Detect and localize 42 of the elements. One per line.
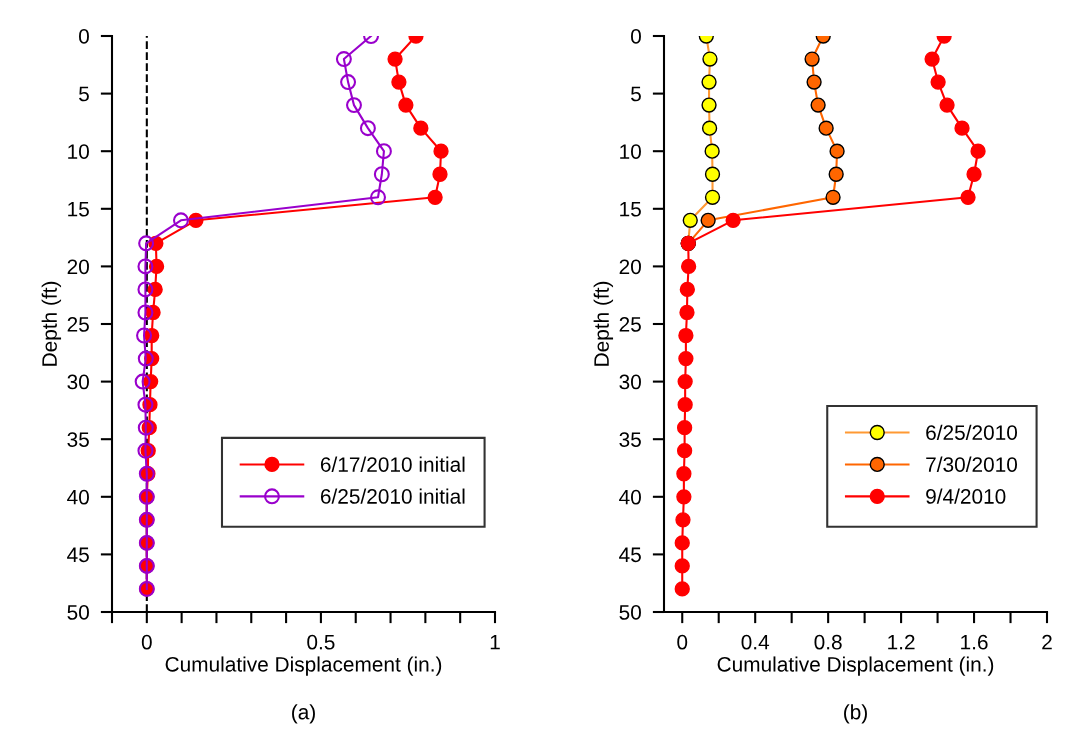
y-tick-label: 0 (79, 29, 89, 44)
legend-label: 6/17/2010 initial (320, 456, 465, 472)
y-tick-label: 30 (619, 374, 641, 390)
y-tick-label: 40 (619, 489, 641, 505)
y-tick-label: 5 (631, 86, 641, 102)
x-tick-label: 0 (677, 634, 688, 650)
y-tick-label: 20 (67, 259, 89, 275)
y-tick-label: 25 (619, 317, 641, 332)
y-tick-label: 35 (619, 432, 641, 447)
x-tick-label: 2 (1042, 634, 1052, 650)
y-tick-label: 50 (67, 605, 89, 620)
y-axis-title: Depth (ft) (41, 281, 62, 366)
y-tick-label: 45 (619, 547, 641, 563)
x-tick-label: 0.5 (307, 634, 335, 650)
y-tick-label: 15 (68, 202, 89, 217)
y-tick-label: 0 (631, 29, 641, 44)
legend-label: 7/30/2010 (926, 456, 1018, 472)
y-tick-label: 15 (620, 202, 641, 217)
legend-label: 9/4/2010 (926, 488, 1006, 504)
y-axis-title: Depth (ft) (593, 281, 614, 366)
y-tick-label: 20 (619, 259, 641, 275)
y-tick-label: 45 (67, 547, 89, 563)
y-tick-label: 50 (619, 605, 641, 620)
x-axis-title: Cumulative Displacement (in.) (165, 656, 442, 676)
x-tick-label: 0.8 (814, 634, 842, 650)
x-tick-label: 1.2 (888, 634, 915, 650)
y-tick-label: 5 (79, 86, 89, 102)
text: (a) (292, 704, 315, 724)
x-tick-label: 0.4 (741, 634, 770, 650)
text: (b) (844, 704, 867, 724)
y-tick-label: 40 (67, 489, 89, 505)
y-tick-label: 30 (67, 374, 89, 390)
x-tick-label: 1 (490, 634, 500, 650)
y-tick-label: 35 (67, 432, 89, 447)
x-tick-label: 0 (141, 634, 152, 650)
x-axis-title: Cumulative Displacement (in.) (717, 656, 994, 676)
y-tick-label: 10 (68, 144, 89, 159)
y-tick-label: 25 (67, 317, 89, 332)
y-tick-label: 10 (620, 144, 641, 159)
legend-label: 6/25/2010 (926, 424, 1018, 440)
legend-label: 6/25/2010 initial (320, 488, 465, 504)
x-tick-label: 1.6 (961, 634, 988, 650)
